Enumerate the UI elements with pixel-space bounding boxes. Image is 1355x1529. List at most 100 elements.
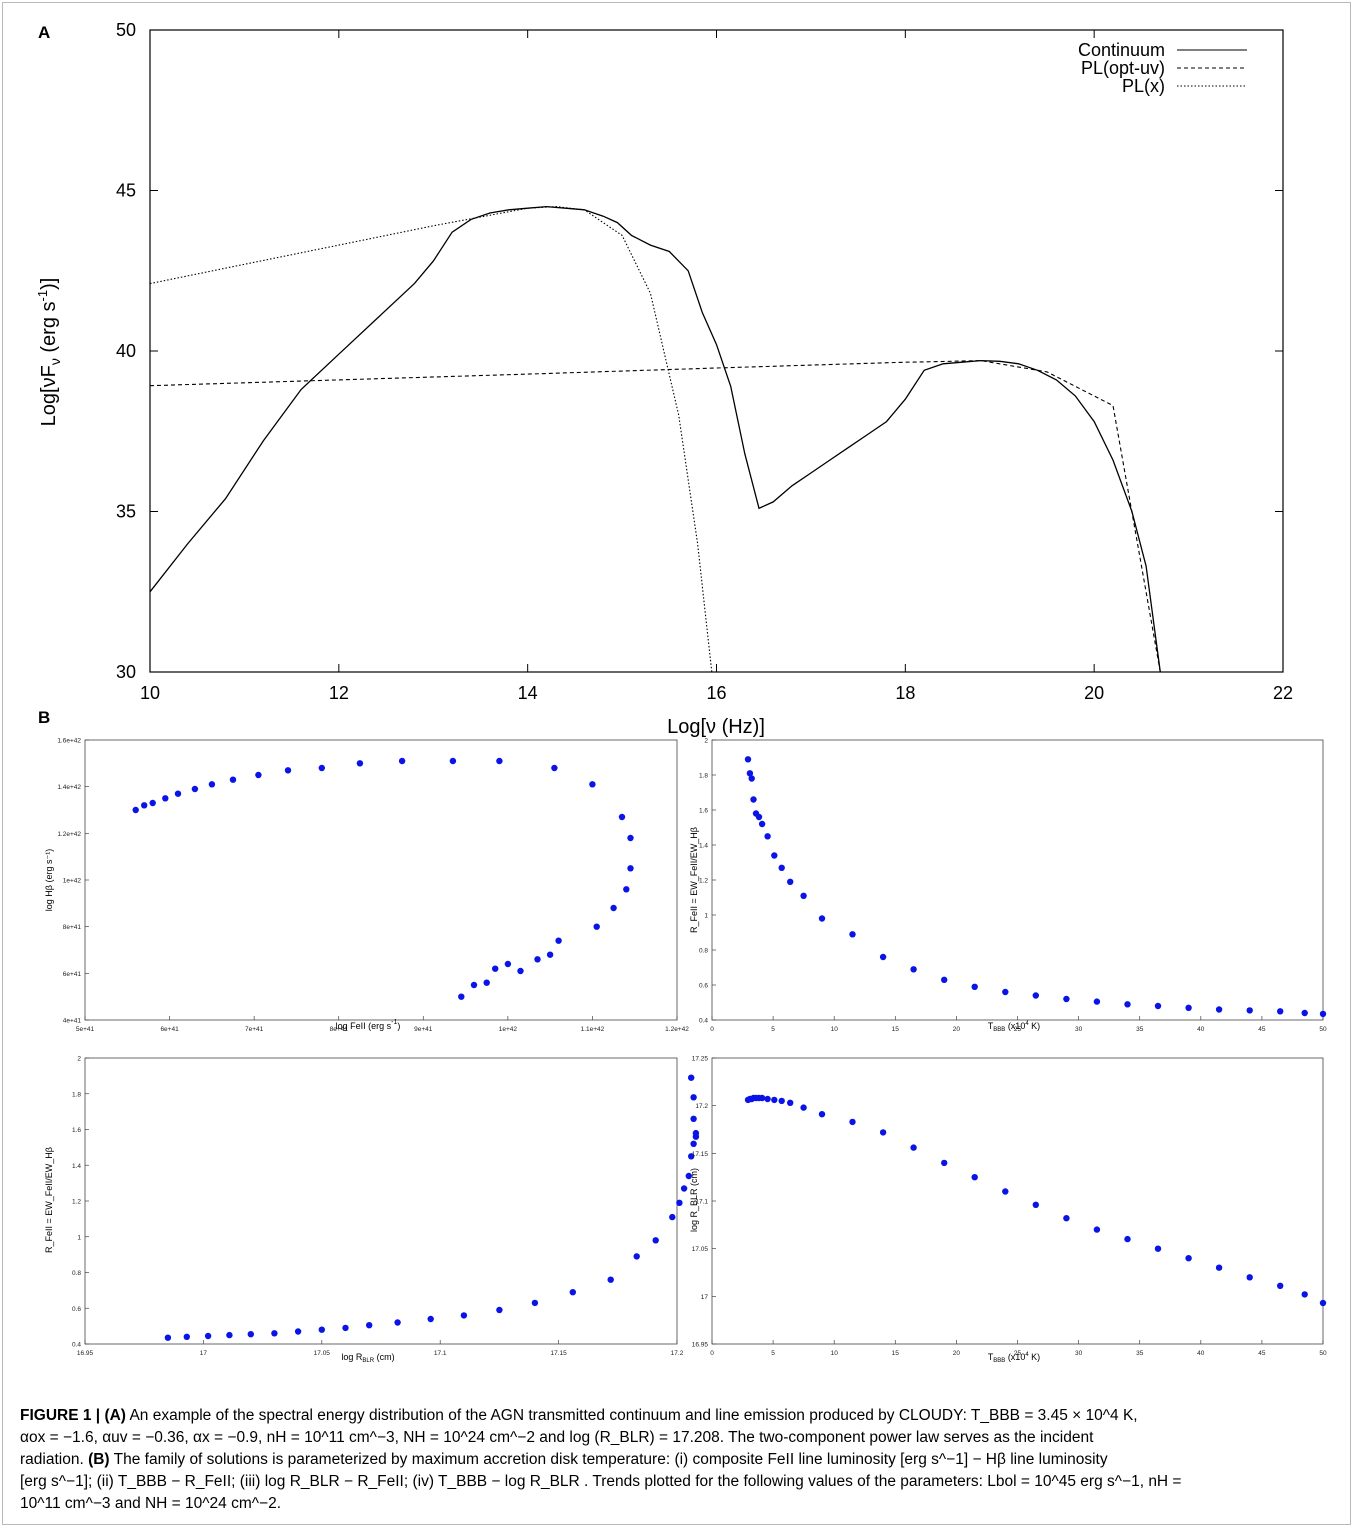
panel-a-xtick-label: 10 bbox=[140, 683, 160, 703]
panel-b4-point bbox=[1093, 1226, 1101, 1233]
panel-b1-point bbox=[141, 802, 148, 809]
panel-b4-ytick-label: 17.05 bbox=[692, 1246, 709, 1253]
panel-b2-point bbox=[849, 931, 856, 938]
panel-b4-point bbox=[1215, 1264, 1223, 1271]
panel-b1-point bbox=[551, 764, 558, 772]
panel-b4-point bbox=[910, 1144, 917, 1151]
panel-b3-point bbox=[676, 1199, 683, 1207]
panel-b4-xtick-label: 50 bbox=[1319, 1350, 1327, 1357]
panel-b1-point bbox=[132, 806, 139, 814]
panel-b2-xtick-label: 50 bbox=[1319, 1026, 1327, 1033]
panel-b4-point bbox=[971, 1174, 978, 1181]
panel-b3-point bbox=[427, 1315, 434, 1323]
panel-b1-ytick-label: 1.4e+42 bbox=[57, 784, 81, 791]
panel-a-ylabel: Log[νFν (erg s-1)] bbox=[35, 278, 63, 427]
panel-b1-point bbox=[255, 771, 262, 779]
panel-b3-frame bbox=[84, 1057, 678, 1345]
panel-b2-ytick-label: 0.4 bbox=[699, 1018, 708, 1025]
panel-b2-point bbox=[941, 976, 948, 983]
panel-b2-ytick-label: 2 bbox=[704, 738, 708, 745]
panel-b4-point bbox=[1063, 1215, 1070, 1222]
panel-b3-point bbox=[569, 1289, 576, 1296]
panel-b4-point bbox=[1154, 1245, 1162, 1252]
panel-b2-point bbox=[818, 915, 826, 922]
panel-b2-xlabel: TBBB (x104 K) bbox=[988, 1021, 1040, 1033]
panel-b3-point bbox=[690, 1115, 697, 1123]
caption-line-3: radiation. (B) The family of solutions i… bbox=[20, 1451, 1108, 1468]
panel-b3-xtick-label: 17.2 bbox=[671, 1350, 684, 1357]
panel-b3-ytick-label: 1.4 bbox=[72, 1163, 81, 1170]
panel-b2-point bbox=[1246, 1007, 1253, 1014]
panel-b4-ylabel: log R_BLR (cm) bbox=[689, 1168, 699, 1232]
panel-b2-point bbox=[778, 864, 785, 871]
panel-b2-point bbox=[971, 983, 978, 990]
panel-b3-point bbox=[692, 1129, 700, 1137]
panel-b2-xtick-label: 25 bbox=[1014, 1026, 1022, 1033]
panel-b3-xtick-label: 17.1 bbox=[434, 1350, 447, 1357]
panel-b1-xtick-label: 9e+41 bbox=[414, 1026, 433, 1033]
panel-b1-xtick-label: 7e+41 bbox=[245, 1026, 264, 1033]
panel-b2-xtick-label: 10 bbox=[831, 1026, 839, 1033]
panel-b1-point bbox=[458, 993, 465, 1000]
panel-b2-xtick-label: 35 bbox=[1136, 1026, 1144, 1033]
panel-b3-xtick-label: 16.95 bbox=[77, 1350, 94, 1357]
panel-b4-point bbox=[778, 1097, 785, 1105]
panel-b1-point bbox=[589, 781, 596, 788]
panel-b2-ytick-label: 0.8 bbox=[699, 948, 708, 955]
panel-b4-point bbox=[818, 1111, 826, 1118]
panel-b1-point bbox=[284, 767, 292, 774]
panel-b3-point bbox=[496, 1306, 503, 1314]
panel-b2-xtick-label: 45 bbox=[1258, 1026, 1266, 1033]
panel-a-series-line bbox=[149, 360, 1161, 673]
panel-b2-ytick-label: 1.8 bbox=[699, 773, 708, 780]
panel-b3-ytick-label: 1.2 bbox=[72, 1199, 81, 1206]
panel-b4-point bbox=[1277, 1282, 1284, 1290]
panel-b3-point bbox=[688, 1153, 695, 1160]
panel-b3-point bbox=[607, 1276, 614, 1283]
panel-b4-xtick-label: 30 bbox=[1075, 1350, 1083, 1357]
panel-b1-point bbox=[627, 834, 634, 842]
panel-b2-point bbox=[1124, 1001, 1131, 1008]
panel-b3-point bbox=[690, 1140, 697, 1148]
panel-b3-point bbox=[688, 1074, 695, 1081]
panel-b1-ytick-label: 6e+41 bbox=[63, 971, 82, 978]
panel-b1-point bbox=[534, 956, 541, 963]
panel-b1-xtick-label: 5e+41 bbox=[76, 1026, 95, 1033]
panel-b2-point bbox=[764, 833, 771, 840]
panel-b3-point bbox=[460, 1312, 468, 1319]
panel-b2-xtick-label: 15 bbox=[892, 1026, 900, 1033]
panel-b2-point bbox=[771, 852, 778, 859]
panel-b1-point bbox=[610, 904, 617, 912]
panel-b3-ytick-label: 1 bbox=[77, 1234, 81, 1241]
panel-b3-point bbox=[247, 1331, 254, 1338]
panel-b1-ytick-label: 1.2e+42 bbox=[57, 831, 81, 838]
panel-b2-point bbox=[750, 796, 757, 803]
panel-b1-point bbox=[555, 937, 562, 944]
caption-line-4: [erg s^−1]; (ii) T_BBB − R_FeII; (iii) l… bbox=[20, 1473, 1182, 1490]
panel-a-ytick-label: 35 bbox=[116, 502, 136, 522]
panel-b3-xtick-label: 17.05 bbox=[314, 1350, 331, 1357]
panel-b3-point bbox=[680, 1185, 688, 1192]
panel-b2-xtick-label: 20 bbox=[953, 1026, 961, 1033]
panel-b4-point bbox=[764, 1095, 771, 1103]
panel-b1-point bbox=[208, 781, 216, 788]
panel-b4-point bbox=[1124, 1235, 1131, 1243]
panel-b1-point bbox=[229, 776, 237, 783]
panel-b4-point bbox=[1301, 1291, 1308, 1298]
panel-b1-plot: 5e+41 6e+41 7e+41 8e+41 9e+41 1e+42 1.1e+42 1.2… bbox=[57, 738, 689, 1034]
panel-b4-ytick-label: 17.2 bbox=[695, 1103, 708, 1110]
panel-b3-plot: 16.95 17 17.05 17.1 17.15 17.2 0.4 0.6 0.8 1 1.2 1.… bbox=[72, 1056, 700, 1357]
panel-b1-point bbox=[496, 757, 503, 765]
panel-b1-ytick-label: 8e+41 bbox=[63, 924, 82, 931]
panel-b1-point bbox=[162, 795, 169, 802]
panel-b1-point bbox=[492, 965, 499, 972]
panel-b4-point bbox=[1246, 1274, 1253, 1281]
panel-a-xlabel: Log[ν (Hz)] bbox=[667, 716, 765, 738]
panel-b4-point bbox=[771, 1096, 778, 1104]
panel-b3-point bbox=[204, 1332, 212, 1340]
panel-b4-point bbox=[800, 1104, 807, 1111]
panel-b3-point bbox=[633, 1253, 640, 1260]
panel-b3-point bbox=[226, 1331, 233, 1339]
panel-b2-point bbox=[787, 878, 794, 885]
